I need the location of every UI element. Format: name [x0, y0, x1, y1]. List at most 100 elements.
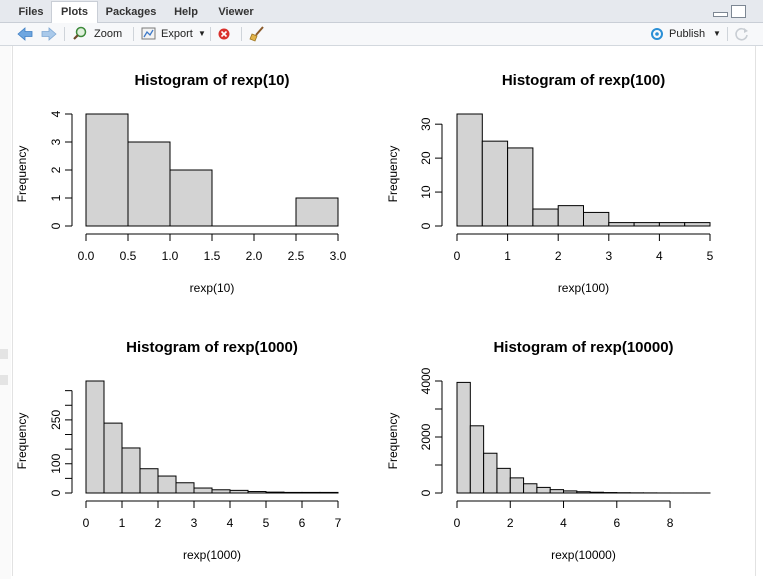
- y-axis-label: Frequency: [15, 413, 29, 470]
- x-tick-label: 5: [707, 249, 714, 263]
- x-tick-label: 4: [560, 516, 567, 530]
- x-tick-label: 2: [555, 249, 562, 263]
- y-tick-label: 1: [49, 194, 63, 201]
- histogram-bar: [128, 142, 170, 226]
- clear-all-plots-button[interactable]: [248, 23, 266, 45]
- magnifier-icon: [72, 23, 88, 45]
- histogram-bar: [484, 453, 497, 493]
- histogram-bar: [284, 492, 302, 493]
- histogram-bar: [584, 212, 609, 226]
- y-tick-label: 10: [419, 185, 433, 199]
- x-tick-label: 3: [191, 516, 198, 530]
- y-tick-label: 4000: [419, 367, 433, 394]
- histogram-bar: [497, 468, 510, 493]
- x-tick-label: 1.5: [204, 249, 221, 263]
- arrow-left-icon: [16, 23, 34, 45]
- tab-files[interactable]: Files: [12, 2, 50, 22]
- maximize-pane-icon[interactable]: [731, 5, 746, 18]
- y-tick-label: 20: [419, 151, 433, 165]
- pane-tab-bar: Files Plots Packages Help Viewer: [0, 0, 763, 23]
- tab-plots[interactable]: Plots: [51, 1, 98, 24]
- chart-title: Histogram of rexp(10): [134, 72, 289, 89]
- histogram-bar: [470, 426, 483, 493]
- tab-viewer[interactable]: Viewer: [210, 2, 262, 22]
- x-axis-label: rexp(10000): [551, 548, 616, 562]
- histogram-bar: [457, 382, 470, 493]
- histogram-bar: [533, 209, 558, 226]
- arrow-right-icon: [40, 23, 58, 45]
- tab-help[interactable]: Help: [166, 2, 206, 22]
- histogram-bar: [194, 488, 212, 493]
- histogram-bar: [158, 476, 176, 493]
- x-tick-label: 0: [83, 516, 90, 530]
- x-tick-label: 8: [667, 516, 674, 530]
- broom-icon: [248, 23, 266, 45]
- x-tick-label: 1: [119, 516, 126, 530]
- y-tick-label: 0: [49, 489, 63, 496]
- remove-plot-button[interactable]: [216, 23, 232, 45]
- publish-label: Publish: [669, 23, 705, 45]
- histogram-bar: [86, 114, 128, 226]
- x-axis-label: rexp(1000): [183, 548, 241, 562]
- histogram-bar: [140, 469, 158, 493]
- x-tick-label: 0.5: [120, 249, 137, 263]
- splitter-handle[interactable]: [0, 375, 8, 385]
- back-button[interactable]: [16, 23, 34, 45]
- zoom-button[interactable]: Zoom: [72, 23, 88, 45]
- histogram-bar: [590, 492, 603, 493]
- x-tick-label: 6: [299, 516, 306, 530]
- chart-title: Histogram of rexp(100): [502, 72, 665, 89]
- x-axis-label: rexp(10): [190, 281, 235, 295]
- plots-toolbar: Zoom Export ▼ Publish ▼: [0, 23, 763, 46]
- y-tick-label: 2000: [419, 423, 433, 450]
- y-tick-label: 0: [419, 489, 433, 496]
- x-axis-label: rexp(100): [558, 281, 609, 295]
- export-menu-button[interactable]: Export ▼: [140, 23, 208, 45]
- tab-packages[interactable]: Packages: [100, 2, 162, 22]
- x-tick-label: 0.0: [78, 249, 95, 263]
- forward-button[interactable]: [40, 23, 58, 45]
- histogram-bar: [558, 206, 583, 226]
- histogram-bar: [212, 490, 230, 493]
- minimize-pane-icon[interactable]: [713, 12, 728, 17]
- histogram-bar: [482, 141, 507, 226]
- histogram-bar: [510, 478, 523, 493]
- histogram-bar: [634, 223, 659, 226]
- chart-title: Histogram of rexp(10000): [493, 339, 673, 356]
- toolbar-separator: [210, 27, 211, 41]
- toolbar-separator: [133, 27, 134, 41]
- x-tick-label: 7: [335, 516, 342, 530]
- histogram-bar: [659, 223, 684, 226]
- zoom-label: Zoom: [94, 23, 122, 45]
- histogram-bar: [564, 491, 577, 493]
- histogram-bar: [296, 198, 338, 226]
- chart-title: Histogram of rexp(1000): [126, 339, 298, 356]
- histogram-bar: [550, 490, 563, 493]
- y-tick-label: 3: [49, 138, 63, 145]
- histogram-bar: [248, 492, 266, 493]
- x-tick-label: 4: [656, 249, 663, 263]
- toolbar-separator: [64, 27, 65, 41]
- splitter-handle[interactable]: [0, 349, 8, 359]
- y-tick-label: 4: [49, 110, 63, 117]
- refresh-button[interactable]: [733, 23, 751, 45]
- y-tick-label: 100: [49, 453, 63, 473]
- y-axis-label: Frequency: [386, 146, 400, 203]
- x-tick-label: 2: [507, 516, 514, 530]
- histogram-bar: [176, 483, 194, 493]
- y-axis-label: Frequency: [15, 146, 29, 203]
- toolbar-separator: [241, 27, 242, 41]
- x-tick-label: 0: [454, 249, 461, 263]
- histogram-bar: [537, 487, 550, 493]
- x-tick-label: 2: [155, 516, 162, 530]
- remove-plot-icon: [216, 23, 232, 45]
- histogram-bar: [508, 148, 533, 226]
- publish-button[interactable]: Publish ▼: [648, 23, 723, 45]
- histogram-bar: [524, 484, 537, 493]
- export-label: Export: [161, 23, 193, 45]
